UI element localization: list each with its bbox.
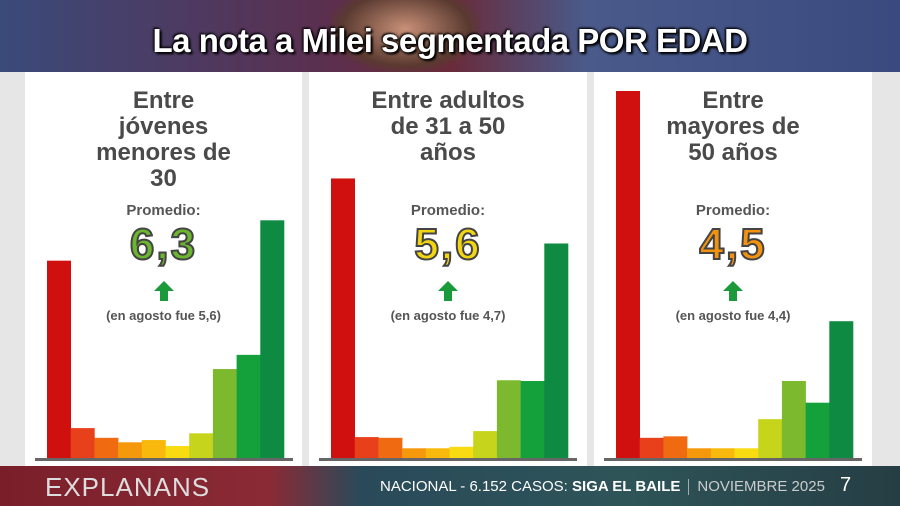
- average-value: 6,3: [129, 219, 198, 270]
- bar-9: [236, 354, 261, 458]
- bar-4: [402, 448, 427, 458]
- average-label: Promedio:: [126, 202, 201, 219]
- average-label: Promedio:: [410, 202, 486, 219]
- arrow-up-icon: [722, 280, 744, 302]
- bar-6: [449, 446, 474, 458]
- baseline-axis: [319, 458, 577, 461]
- bar-2: [639, 437, 664, 458]
- bar-10: [260, 220, 285, 458]
- previous-average: (en agosto fue 5,6): [106, 308, 221, 323]
- bar-6: [734, 448, 759, 458]
- bar-2: [70, 428, 95, 458]
- bar-3: [94, 437, 119, 458]
- bar-7: [473, 431, 498, 458]
- average-label: Promedio:: [695, 202, 771, 219]
- bar-chart: [604, 91, 862, 461]
- bar-5: [141, 440, 166, 458]
- brand-logo: EXPLANANS: [45, 472, 211, 502]
- chart-panel-3: Entre mayores de 50 años Promedio: 4,5 (en …: [594, 72, 872, 466]
- bar-1: [616, 91, 640, 458]
- chart-panel-2: Entre adultos de 31 a 50 años Promedio: 5,…: [309, 72, 587, 466]
- bar-chart: [319, 178, 577, 461]
- bar-7: [758, 419, 783, 458]
- bar-2: [354, 437, 379, 458]
- average-value: 4,5: [698, 219, 767, 270]
- bar-chart: [35, 220, 293, 461]
- previous-average: (en agosto fue 4,7): [390, 308, 506, 323]
- bar-5: [710, 448, 735, 458]
- average-value: 5,6: [413, 219, 482, 270]
- bar-10: [544, 243, 569, 458]
- panels: Entre jóvenes menores de 30 Promedio: 6,3(…: [0, 72, 900, 466]
- bar-9: [805, 402, 830, 458]
- arrow-up-icon: [153, 280, 175, 302]
- chart-title: Entre mayores de 50 años: [666, 87, 800, 166]
- arrow-up-icon: [437, 280, 459, 302]
- bar-9: [520, 381, 545, 458]
- bar-10: [829, 321, 854, 458]
- page-title: La nota a Milei segmentada POR EDAD: [152, 22, 748, 59]
- divider: [688, 479, 690, 496]
- bar-8: [496, 380, 521, 458]
- bar-4: [687, 448, 712, 458]
- chart-title: Entre jóvenes menores de 30: [96, 87, 231, 192]
- footer-caption: NACIONAL - 6.152 CASOS: SIGA EL BAILE NOV…: [380, 478, 825, 496]
- baseline-axis: [35, 458, 293, 461]
- chart-title: Entre adultos de 31 a 50 años: [371, 87, 525, 166]
- bar-3: [378, 437, 403, 458]
- chart-panel-1: Entre jóvenes menores de 30 Promedio: 6,3 (…: [25, 72, 302, 466]
- header: La nota a Milei segmentada POR EDAD: [0, 0, 900, 72]
- bar-1: [331, 178, 355, 458]
- bar-3: [663, 436, 688, 458]
- bar-4: [118, 442, 143, 458]
- footer-text: NACIONAL - 6.152 CASOS:: [380, 478, 573, 495]
- footer-date: NOVIEMBRE 2025: [697, 478, 825, 495]
- baseline-axis: [604, 458, 862, 461]
- header-photo: [330, 0, 480, 72]
- bar-8: [781, 381, 806, 458]
- bar-5: [425, 448, 450, 458]
- page-number: 7: [840, 474, 852, 496]
- footer-highlight: SIGA EL BAILE: [572, 478, 681, 495]
- footer: EXPLANANS NACIONAL - 6.152 CASOS: SIGA E…: [0, 466, 900, 506]
- bar-7: [189, 433, 214, 458]
- bar-1: [47, 260, 71, 458]
- bar-8: [212, 369, 237, 458]
- bar-6: [165, 446, 190, 458]
- previous-average: (en agosto fue 4,4): [675, 308, 791, 323]
